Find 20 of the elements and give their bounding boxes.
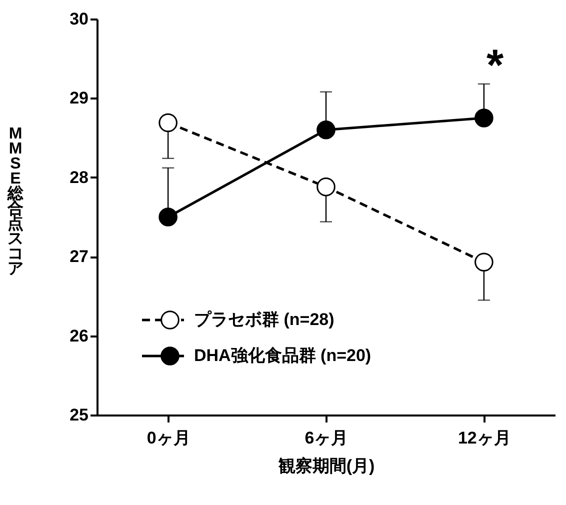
x-tick-label: 0ヶ月 (146, 428, 190, 448)
point (158, 113, 178, 132)
point (158, 208, 178, 226)
point (474, 108, 494, 128)
y-tick-label: 29 (70, 88, 88, 108)
x-axis-title: 観察期間(月) (277, 456, 375, 476)
x-tick-label: 6ヶ月 (304, 428, 348, 448)
text: MMSE総合点スコア (8, 126, 24, 278)
y-tick-label: 28 (70, 168, 88, 187)
legend-label: DHA強化食品群 (n=20) (194, 346, 372, 365)
point (474, 252, 494, 272)
y-tick-label: 25 (70, 406, 88, 424)
point (316, 120, 336, 140)
point (316, 178, 336, 196)
legend-label: プラセボ群 (n=28) (194, 310, 334, 329)
y-tick-label: 30 (70, 10, 88, 28)
y-tick-label: 27 (70, 247, 88, 266)
annotation: * (486, 41, 504, 90)
x-tick-label: 12ヶ月 (458, 428, 511, 448)
y-tick-label: 26 (70, 326, 88, 346)
